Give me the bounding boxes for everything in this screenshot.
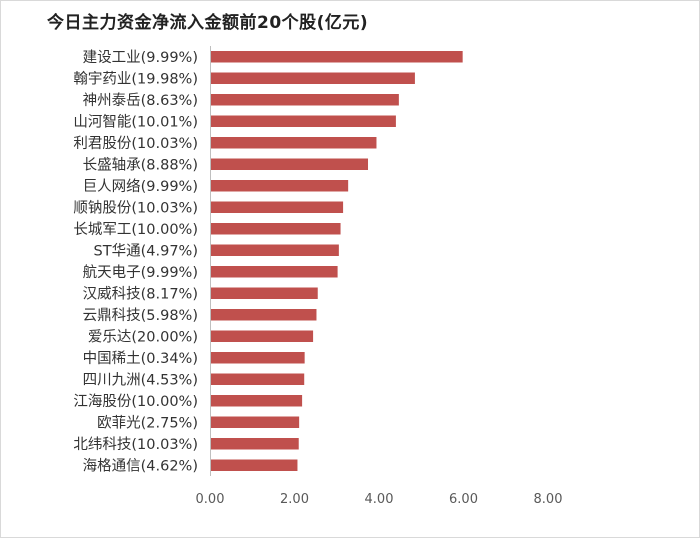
bar — [210, 94, 399, 106]
bar — [210, 373, 305, 385]
bar — [210, 51, 463, 63]
bar — [210, 395, 303, 407]
category-label: 巨人网络(9.99%) — [83, 178, 198, 195]
category-label: 江海股份(10.00%) — [73, 393, 198, 410]
category-label: 顺钠股份(10.03%) — [73, 199, 198, 216]
chart-title: 今日主力资金净流入金额前20个股(亿元) — [47, 13, 369, 33]
bar — [210, 266, 338, 278]
bar — [210, 180, 349, 192]
bar — [210, 352, 305, 364]
x-tick-label: 4.00 — [365, 492, 394, 507]
category-label: 建设工业(9.99%) — [83, 49, 198, 66]
bar — [210, 244, 339, 256]
category-label: 中国稀土(0.34%) — [83, 350, 198, 367]
x-tick-label: 6.00 — [449, 492, 478, 507]
x-tick-label: 2.00 — [280, 492, 309, 507]
bar — [210, 115, 396, 127]
category-label: 云鼎科技(5.98%) — [83, 307, 198, 324]
category-label: 海格通信(4.62%) — [83, 457, 198, 474]
bar — [210, 459, 298, 471]
bar — [210, 330, 314, 342]
bar — [210, 137, 377, 149]
category-label: 航天电子(9.99%) — [83, 264, 198, 281]
x-tick-label: 0.00 — [196, 492, 225, 507]
bar — [210, 416, 300, 428]
bar — [210, 309, 317, 321]
category-label: 四川九洲(4.53%) — [83, 371, 198, 388]
category-label: 利君股份(10.03%) — [73, 135, 198, 152]
bar — [210, 287, 318, 299]
category-label: 长盛轴承(8.88%) — [83, 156, 198, 173]
category-label: 北纬科技(10.03%) — [73, 436, 198, 453]
category-label: 长城军工(10.00%) — [73, 221, 198, 238]
category-label: 汉威科技(8.17%) — [83, 285, 198, 302]
bar — [210, 72, 415, 84]
bar — [210, 438, 299, 450]
x-tick-label: 8.00 — [534, 492, 563, 507]
bar — [210, 223, 341, 235]
category-label: 神州泰岳(8.63%) — [83, 92, 198, 109]
bar — [210, 201, 344, 213]
category-label: 山河智能(10.01%) — [73, 113, 198, 130]
category-label: 翰宇药业(19.98%) — [73, 70, 198, 87]
bar — [210, 158, 369, 170]
category-label: 爱乐达(20.00%) — [88, 328, 198, 345]
category-label: 欧菲光(2.75%) — [97, 414, 198, 431]
category-label: ST华通(4.97%) — [94, 242, 198, 259]
